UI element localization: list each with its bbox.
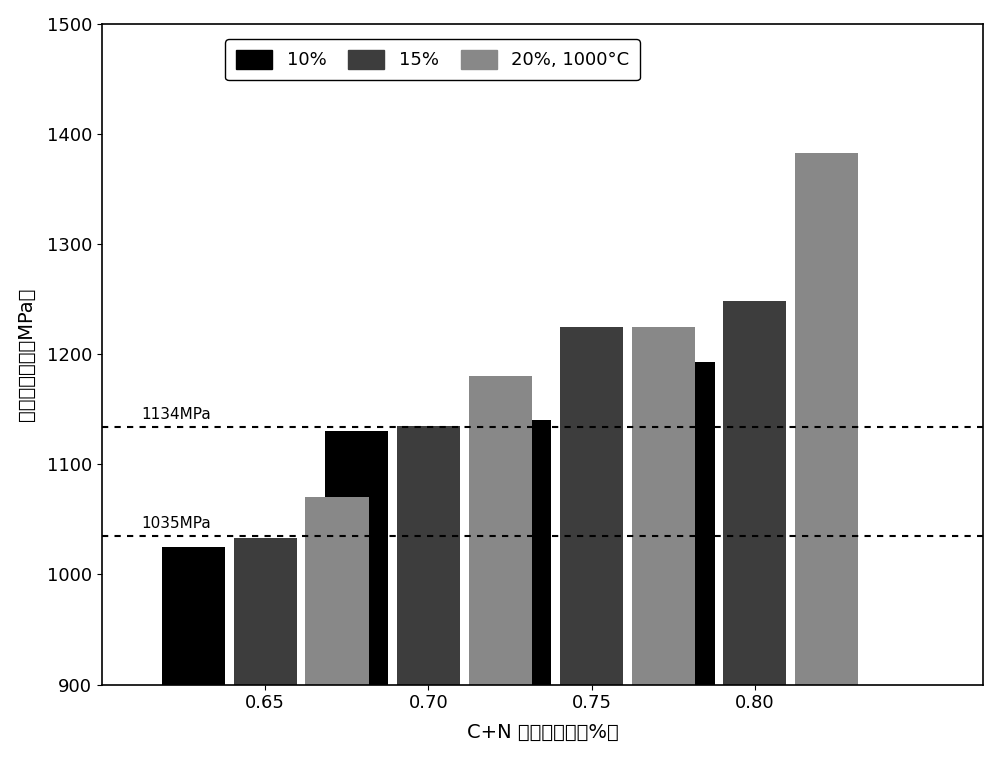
Y-axis label: 室温抗拉强度（MPa）: 室温抗拉强度（MPa）: [17, 288, 36, 420]
Bar: [234, 538, 297, 685]
X-axis label: C+N 质量百分数（%）: C+N 质量百分数（%）: [467, 723, 618, 742]
Text: 1134MPa: 1134MPa: [141, 408, 211, 422]
Bar: [651, 362, 715, 685]
Bar: [795, 153, 858, 685]
Bar: [632, 326, 695, 685]
Bar: [325, 431, 388, 685]
Bar: [723, 301, 786, 685]
Bar: [488, 420, 551, 685]
Bar: [162, 546, 225, 685]
Bar: [397, 426, 460, 685]
Bar: [560, 326, 623, 685]
Legend: 10%, 15%, 20%, 1000°C: 10%, 15%, 20%, 1000°C: [225, 39, 640, 80]
Text: 1035MPa: 1035MPa: [141, 516, 211, 531]
Bar: [305, 497, 369, 685]
Bar: [469, 376, 532, 685]
